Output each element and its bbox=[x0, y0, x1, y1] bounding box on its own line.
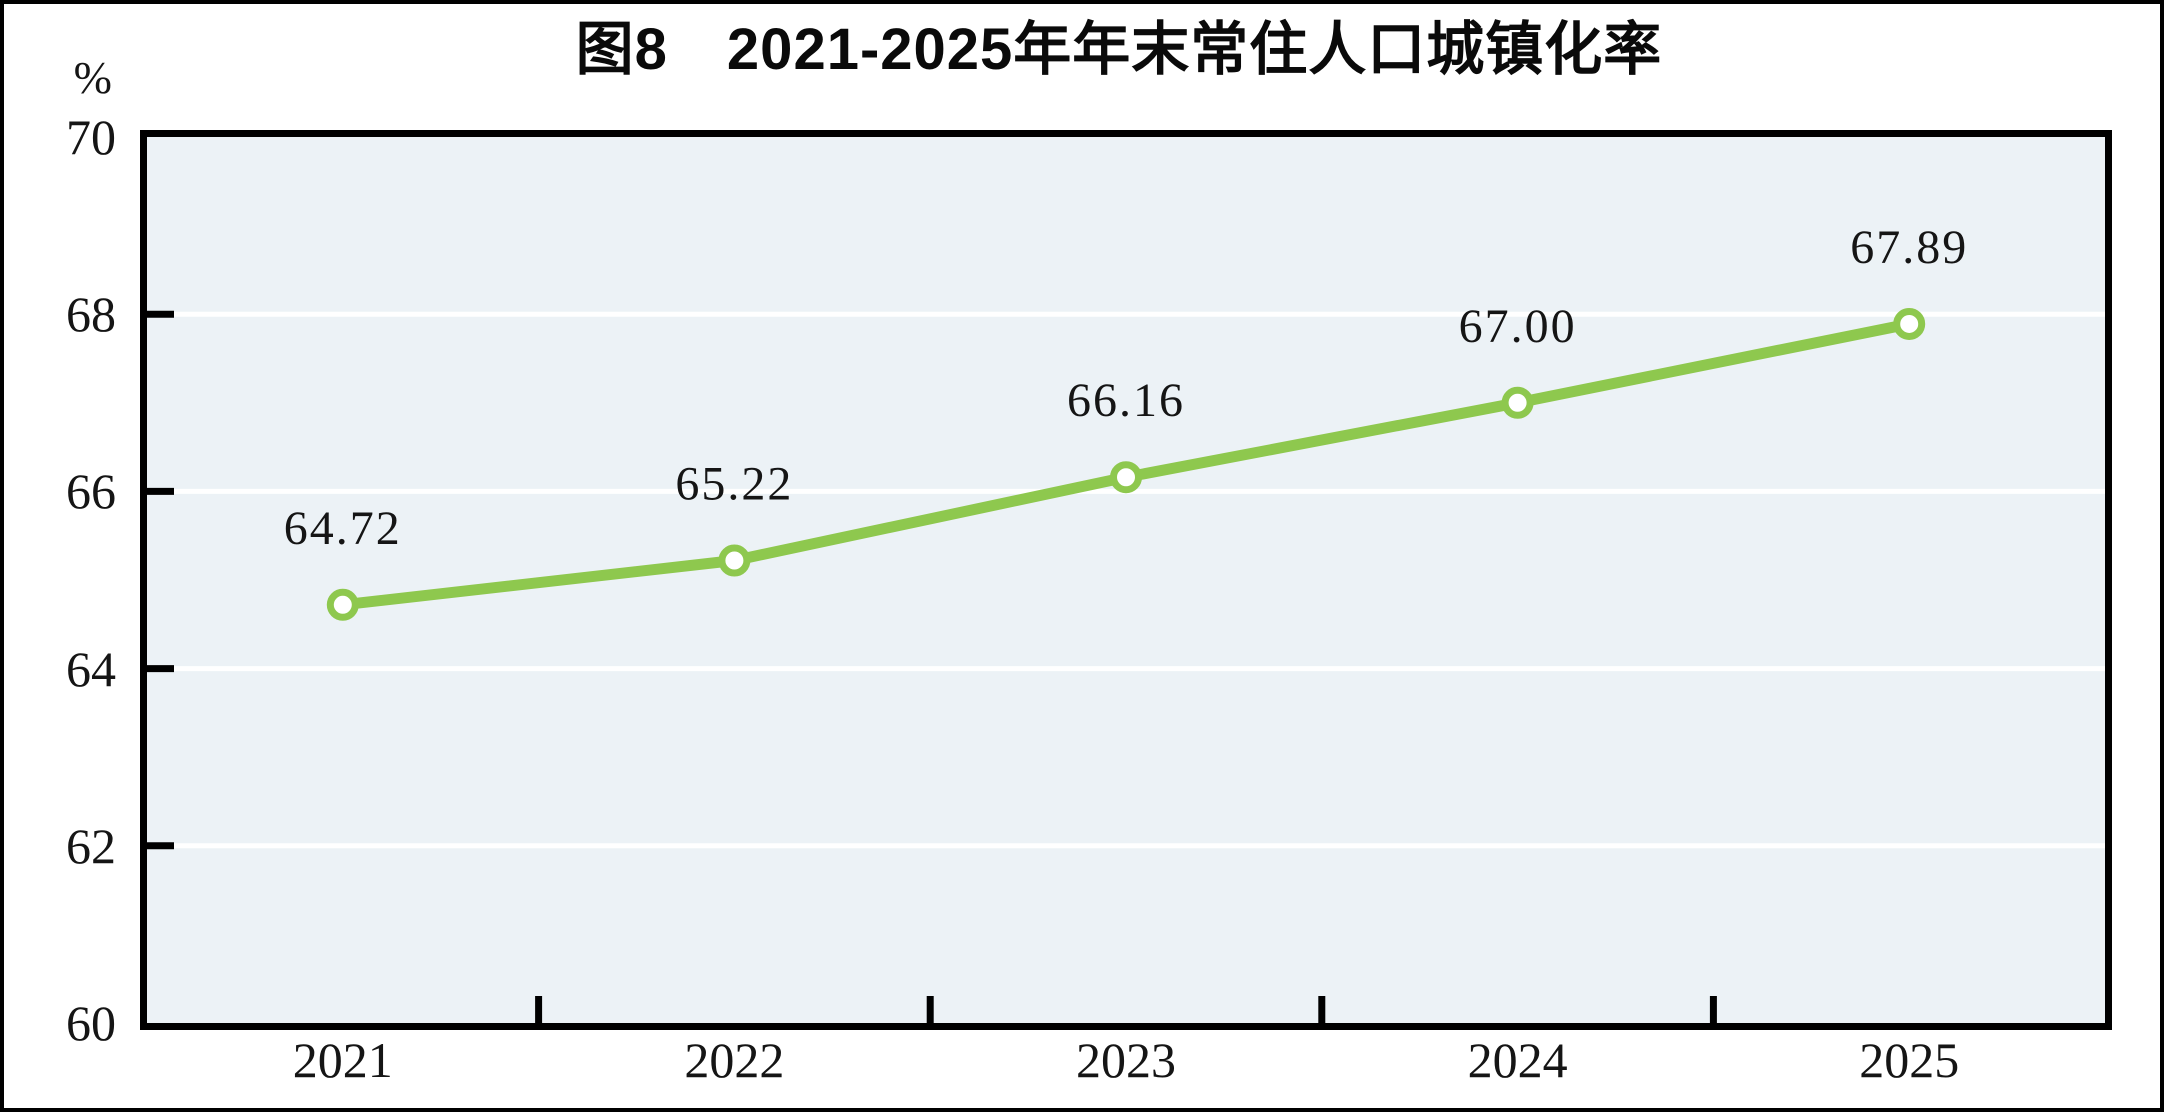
y-tick-label: 64 bbox=[66, 640, 116, 697]
data-point-marker bbox=[1893, 307, 1926, 340]
data-point-marker bbox=[1501, 386, 1534, 419]
x-tick-label: 2021 bbox=[292, 1032, 393, 1088]
x-tick-label: 2022 bbox=[684, 1032, 785, 1088]
chart-title: 图8 2021-2025年年末常住人口城镇化率 bbox=[575, 17, 1663, 82]
y-tick-label: 68 bbox=[66, 286, 116, 343]
data-point-label: 66.16 bbox=[1067, 374, 1185, 427]
data-point-label: 67.89 bbox=[1850, 221, 1968, 274]
data-point-marker bbox=[1110, 461, 1142, 494]
line-chart: 64.72 65.22 66.16 67.00 67.89 bbox=[147, 221, 2105, 1023]
data-point-marker bbox=[718, 544, 751, 577]
data-point-label: 65.22 bbox=[675, 458, 793, 511]
y-tick-label: 62 bbox=[66, 817, 116, 874]
y-axis-unit-label: % bbox=[73, 52, 112, 103]
y-tick-label: 66 bbox=[66, 463, 116, 520]
x-tick-label: 2023 bbox=[1076, 1032, 1176, 1088]
x-tick-label: 2025 bbox=[1859, 1032, 1960, 1088]
data-point-label: 67.00 bbox=[1459, 300, 1577, 353]
plot-area: 64.72 65.22 66.16 67.00 67.89 bbox=[140, 130, 2112, 1030]
y-tick-label: 70 bbox=[66, 109, 116, 165]
data-point-label: 64.72 bbox=[284, 502, 402, 555]
x-tick-label: 2024 bbox=[1467, 1032, 1568, 1088]
y-tick-label: 60 bbox=[66, 995, 116, 1051]
data-point-marker bbox=[326, 588, 359, 621]
